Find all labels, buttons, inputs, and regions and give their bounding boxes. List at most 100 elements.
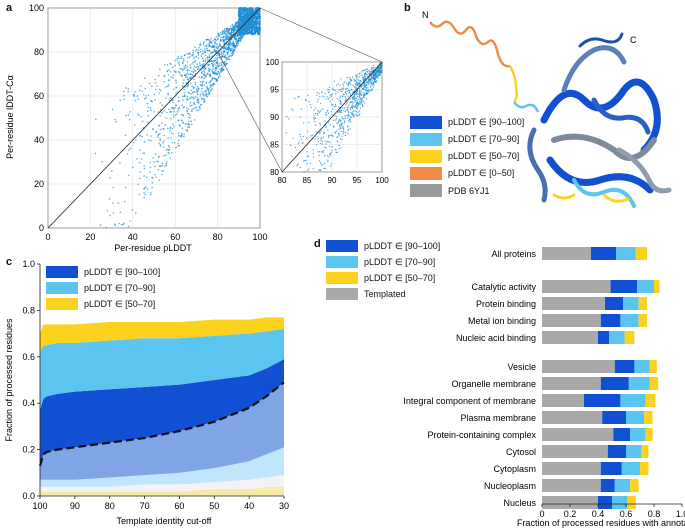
d-bar-segment — [607, 445, 626, 458]
a-point — [143, 167, 146, 170]
a-inset-point — [356, 78, 359, 80]
a-point — [175, 104, 178, 107]
a-inset-point — [369, 89, 372, 92]
a-inset-point — [330, 152, 332, 154]
legend-label: pLDDT ∈ [50–70] — [84, 298, 156, 309]
a-point — [183, 74, 186, 76]
a-inset-point — [344, 115, 346, 117]
a-inset-point — [308, 100, 310, 103]
a-point — [205, 82, 208, 85]
a-point — [197, 54, 200, 56]
a-inset-point — [318, 151, 321, 153]
a-inset-point — [356, 100, 358, 102]
a-point — [229, 55, 231, 58]
a-point — [112, 212, 115, 214]
a-point — [112, 202, 114, 204]
a-inset-point — [374, 80, 376, 83]
a-inset-point — [329, 96, 331, 98]
d-bar-segment — [542, 428, 614, 441]
a-point — [195, 48, 198, 51]
a-inset-point — [340, 124, 343, 127]
a-point — [187, 123, 190, 125]
a-point — [252, 9, 255, 12]
legend-swatch — [46, 266, 78, 278]
a-point — [202, 42, 205, 44]
a-point — [176, 113, 178, 115]
a-inset-point — [368, 82, 371, 84]
d-bar-segment — [638, 314, 647, 327]
a-point — [193, 65, 196, 68]
a-inset-point — [354, 83, 356, 85]
a-point — [243, 7, 246, 10]
a-point — [137, 113, 139, 115]
a-point — [256, 17, 259, 20]
a-inset-point — [363, 75, 365, 78]
legend-swatch — [410, 116, 442, 129]
a-point — [166, 111, 168, 114]
d-bar-segment — [641, 445, 649, 458]
a-point — [175, 114, 177, 116]
d-bar-segment — [542, 496, 598, 509]
c-ytick: 0.6 — [22, 352, 35, 362]
a-inset-point — [349, 93, 352, 95]
a-point — [203, 84, 206, 86]
a-point — [242, 35, 244, 38]
a-point — [244, 9, 247, 12]
a-point — [248, 27, 251, 30]
a-point — [192, 96, 194, 99]
a-point — [162, 142, 164, 144]
a-inset-point — [343, 107, 346, 109]
a-inset-point — [374, 66, 376, 69]
a-point — [155, 131, 158, 133]
a-inset-point — [329, 154, 332, 156]
a-inset-point — [317, 111, 320, 113]
a-point — [182, 58, 185, 60]
d-bar-segment — [614, 479, 631, 492]
a-inset-point — [368, 77, 370, 79]
a-point — [188, 56, 191, 58]
a-point — [224, 38, 227, 41]
a-point — [218, 72, 221, 74]
a-inset-point — [343, 130, 345, 133]
a-inset-point — [321, 141, 323, 143]
a-point — [250, 20, 253, 23]
d-category-label: Cytosol — [506, 447, 536, 457]
a-inset-point — [350, 111, 352, 114]
d-category-label: Catalytic activity — [471, 282, 536, 292]
a-point — [227, 48, 230, 51]
protein-structure-illustration: N C — [422, 10, 672, 208]
a-inset-point — [334, 132, 337, 134]
a-point — [150, 109, 152, 111]
a-point — [139, 135, 141, 137]
a-inset-point — [336, 140, 339, 142]
a-inset-point — [339, 126, 341, 128]
a-point — [188, 126, 190, 129]
a-inset-point — [327, 122, 330, 124]
a-ytick: 0 — [39, 223, 44, 233]
a-inset-point — [375, 80, 378, 82]
legend-item: pLDDT ∈ [50–70] — [46, 296, 186, 312]
legend-label: PDB 6YJ1 — [448, 185, 490, 196]
a-inset-point — [331, 93, 334, 95]
a-inset-point — [339, 84, 341, 86]
a-point — [144, 87, 146, 90]
a-point — [242, 19, 245, 22]
a-inset-point — [321, 92, 323, 94]
a-point — [233, 28, 235, 31]
a-point — [210, 62, 213, 65]
a-inset-point — [340, 88, 343, 90]
a-inset-point — [362, 93, 365, 96]
a-inset-xtick: 100 — [375, 176, 389, 185]
a-inset-xtick: 90 — [328, 176, 337, 185]
a-inset-point — [352, 103, 354, 105]
a-point — [214, 37, 216, 40]
a-point — [191, 70, 193, 73]
a-point — [245, 25, 248, 28]
a-point — [163, 81, 166, 83]
a-point — [189, 101, 192, 104]
a-point — [156, 160, 158, 163]
a-point — [249, 30, 252, 33]
a-point — [182, 82, 185, 85]
d-bar-segment — [542, 411, 603, 424]
legend-swatch — [326, 288, 358, 300]
